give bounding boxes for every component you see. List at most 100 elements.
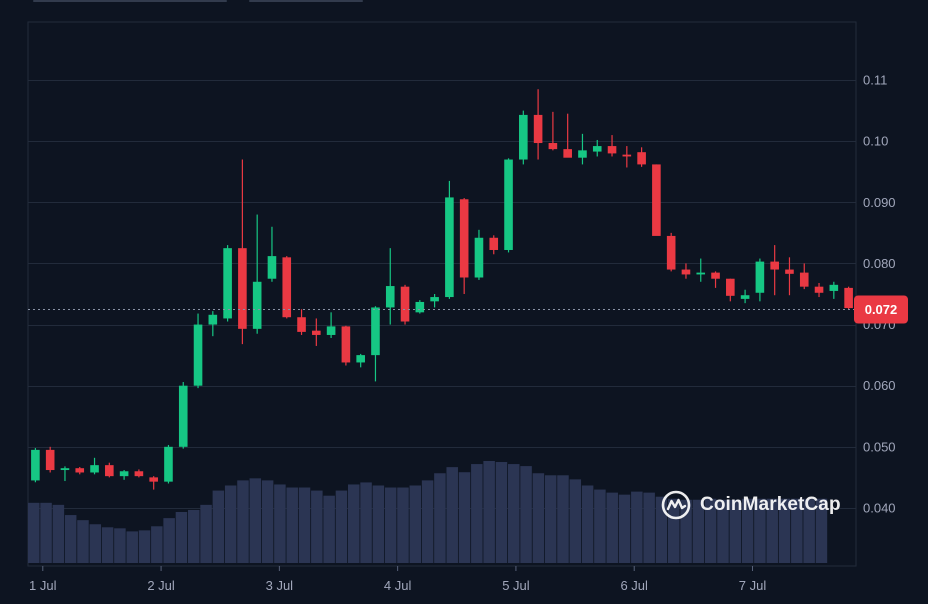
x-tick-label: 6 Jul [620, 578, 648, 593]
candle-body [297, 317, 306, 332]
candle-down [341, 325, 351, 366]
volume-bar [52, 504, 65, 563]
candle-body [652, 164, 661, 236]
candle-up [178, 382, 188, 449]
y-tick-label: 0.11 [863, 73, 887, 88]
volume-bar [815, 498, 828, 563]
volume-bar [557, 475, 569, 563]
candle-down [563, 113, 572, 158]
candle-up [829, 281, 839, 299]
volume-bar [495, 462, 508, 563]
candle-up [755, 258, 765, 302]
volume-bar [40, 502, 52, 563]
candle-body [755, 261, 765, 293]
candle-body [415, 301, 425, 313]
candle-down [726, 278, 735, 302]
candle-body [267, 256, 277, 279]
candle-body [385, 286, 395, 308]
header-tab-indicator [33, 0, 227, 2]
volume-bar [77, 520, 89, 563]
volume-bar [163, 518, 175, 563]
candle-body [711, 272, 720, 279]
candle-down [297, 309, 306, 335]
candle-down [459, 198, 469, 294]
candle-body [844, 287, 853, 309]
candle-body [459, 199, 469, 278]
candle-up [119, 470, 129, 480]
volume-bar [114, 528, 126, 563]
volume-bar [409, 485, 422, 563]
candle-up [740, 289, 750, 304]
candle-body [356, 355, 365, 363]
volume-bar [237, 480, 249, 563]
candle-body [504, 159, 513, 250]
volume-bar [643, 492, 655, 563]
candle-down [75, 466, 85, 475]
candle-down [785, 257, 794, 296]
candle-down [799, 263, 809, 290]
candlesticks [31, 89, 853, 490]
candle-up [164, 444, 173, 484]
header-tab-indicator [249, 0, 363, 2]
volume-bar [791, 498, 803, 563]
candle-body [533, 114, 543, 144]
volume-bar [397, 487, 409, 563]
current-price-label: 0.072 [865, 302, 898, 317]
x-tick-label: 2 Jul [147, 578, 175, 593]
volume-bar [286, 487, 298, 563]
candle-down [711, 271, 720, 288]
candle-up [31, 448, 40, 483]
volume-bar [175, 512, 188, 563]
volume-bar [508, 464, 520, 563]
volume-bar [274, 484, 286, 563]
y-tick-label: 0.090 [863, 195, 896, 210]
candle-body [799, 272, 809, 287]
candle-down [533, 89, 543, 160]
y-tick-label: 0.10 [863, 134, 888, 149]
candle-up [356, 353, 365, 368]
volume-bar [741, 498, 754, 563]
volume-bar [692, 499, 705, 563]
candle-body [637, 152, 646, 165]
volume-bar [569, 479, 582, 563]
candle-up [267, 226, 277, 282]
volume-bar [778, 498, 791, 563]
candle-body [400, 286, 410, 322]
x-tick-label: 3 Jul [266, 578, 294, 593]
candle-up [90, 457, 99, 475]
volume-bar [64, 515, 77, 563]
volume-bar [631, 491, 643, 563]
candle-body [45, 449, 55, 471]
x-tick-label: 7 Jul [739, 578, 767, 593]
candle-up [592, 139, 602, 157]
volume-bar [348, 484, 360, 563]
candle-up [445, 180, 454, 299]
volume-bar [126, 531, 138, 563]
volume-bar [249, 478, 262, 563]
candle-body [430, 297, 439, 302]
candle-body [341, 326, 351, 363]
volume-bar [421, 480, 434, 563]
candle-body [829, 284, 839, 291]
candle-down [637, 147, 646, 167]
candle-body [696, 272, 706, 275]
candle-down [105, 462, 114, 478]
candle-up [371, 306, 380, 382]
volume-bar [224, 485, 237, 563]
candle-body [474, 237, 484, 278]
volume-bar [323, 495, 335, 563]
candle-up [385, 248, 395, 325]
volume-bar [594, 489, 606, 563]
candle-body [90, 465, 99, 473]
candle-body [607, 146, 617, 154]
volume-bars [28, 461, 828, 563]
x-tick-label: 5 Jul [502, 578, 530, 593]
volume-bar [717, 499, 729, 563]
candle-down [149, 476, 158, 490]
coinmarketcap-watermark: CoinMarketCap [660, 488, 841, 522]
candle-body [223, 248, 232, 319]
candle-down [548, 111, 558, 151]
volume-bar [483, 461, 495, 563]
volume-bar [200, 504, 212, 563]
